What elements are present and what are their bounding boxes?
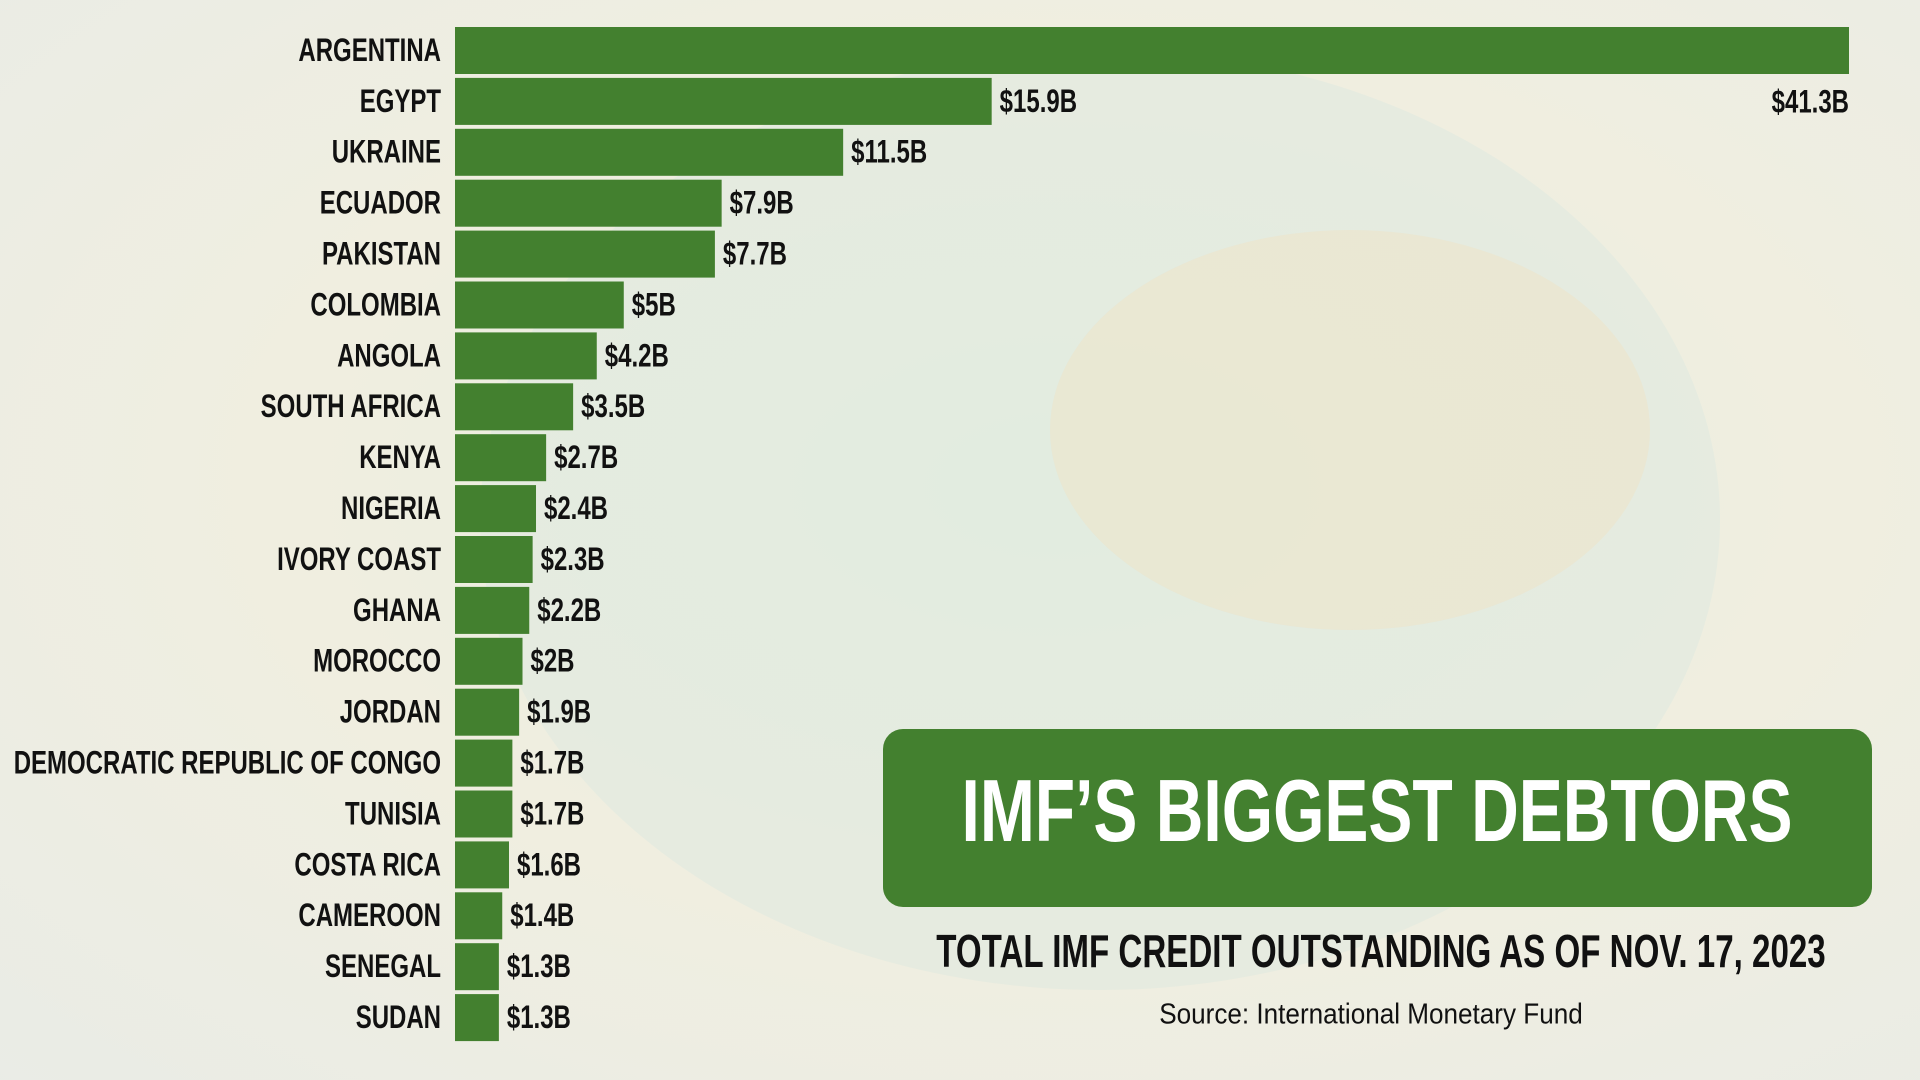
category-label: ARGENTINA (298, 32, 441, 68)
value-label: $4.2B (605, 337, 669, 373)
value-label: $41.3B (1772, 83, 1849, 119)
category-label: SUDAN (356, 999, 441, 1035)
category-label: PAKISTAN (322, 235, 441, 271)
bar (455, 281, 624, 329)
category-label: ECUADOR (320, 184, 441, 220)
category-label: KENYA (359, 439, 441, 475)
category-label: COLOMBIA (310, 286, 441, 322)
value-label: $1.3B (507, 948, 571, 984)
category-label: JORDAN (340, 693, 441, 729)
bar (455, 179, 722, 227)
bar (455, 230, 715, 278)
bar (455, 485, 537, 533)
category-label: SOUTH AFRICA (261, 388, 441, 424)
category-label: UKRAINE (332, 133, 441, 169)
value-label: $2B (531, 642, 575, 678)
bar (455, 434, 547, 482)
category-label: CAMEROON (298, 897, 441, 933)
value-label: $1.7B (520, 744, 584, 780)
bar (455, 841, 510, 889)
bar (455, 586, 530, 634)
value-label: $15.9B (1000, 82, 1077, 118)
title-box (883, 729, 1872, 907)
category-label: COSTA RICA (294, 846, 441, 882)
value-label: $3.5B (581, 388, 645, 424)
category-label: SENEGAL (325, 948, 441, 984)
source: Source: International Monetary Fund (1159, 997, 1582, 1030)
bar (455, 994, 499, 1042)
bar (455, 332, 597, 380)
category-label: EGYPT (360, 82, 441, 118)
value-label: $2.7B (554, 439, 618, 475)
value-label: $1.4B (510, 897, 574, 933)
bar (455, 892, 503, 940)
value-label: $2.3B (541, 541, 605, 577)
bar (455, 943, 499, 991)
bar (455, 383, 574, 431)
chart-title: IMF’S BIGGEST DEBTORS (961, 763, 1792, 860)
category-label: DEMOCRATIC REPUBLIC OF CONGO (14, 744, 441, 780)
value-label: $1.3B (507, 999, 571, 1035)
category-label: GHANA (353, 591, 441, 627)
bar (455, 77, 992, 125)
value-label: $1.9B (527, 693, 591, 729)
bar (455, 739, 513, 787)
value-label: $2.2B (537, 591, 601, 627)
value-label: $5B (632, 286, 676, 322)
category-label: IVORY COAST (277, 541, 441, 577)
category-label: MOROCCO (313, 642, 441, 678)
category-label: ANGOLA (337, 337, 441, 373)
bar (455, 128, 844, 176)
value-label: $2.4B (544, 490, 608, 526)
bar (455, 688, 520, 736)
bar (455, 27, 1849, 74)
value-label: $11.5B (851, 133, 927, 169)
value-label: $1.6B (517, 846, 581, 882)
value-label: $1.7B (520, 795, 584, 831)
chart-subtitle: TOTAL IMF CREDIT OUTSTANDING AS OF NOV. … (936, 927, 1825, 977)
value-label: $7.7B (723, 235, 787, 271)
land-backdrop (1050, 230, 1650, 630)
category-label: TUNISIA (345, 795, 441, 831)
bar (455, 536, 533, 583)
bar (455, 637, 523, 685)
bar (455, 790, 513, 838)
category-label: NIGERIA (341, 490, 441, 526)
value-label: $7.9B (730, 184, 794, 220)
